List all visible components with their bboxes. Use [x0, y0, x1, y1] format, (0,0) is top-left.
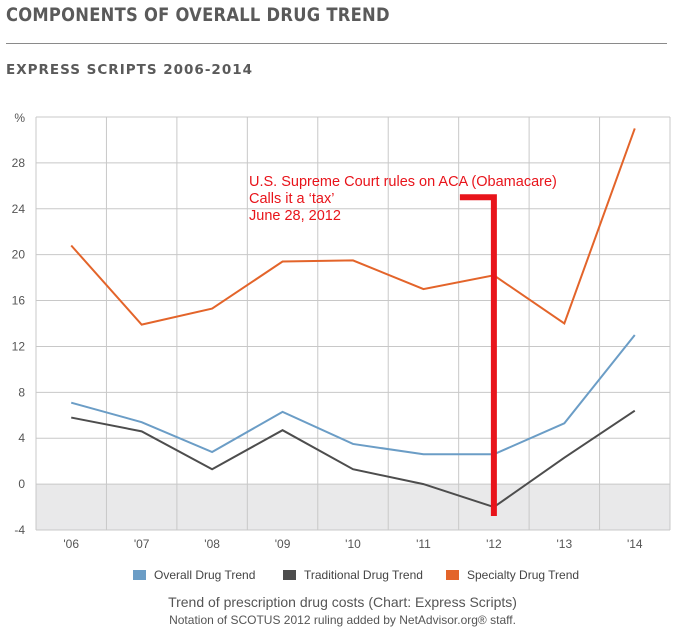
y-tick-label: 0	[18, 477, 25, 491]
legend-item-traditional: Traditional Drug Trend	[283, 568, 423, 582]
x-tick-label: '12	[486, 537, 502, 551]
annotation-text-line: Calls it a ‘tax’	[249, 191, 334, 207]
annotation-text-line: U.S. Supreme Court rules on ACA (Obamaca…	[249, 174, 557, 190]
x-tick-label: '07	[134, 537, 150, 551]
y-tick-label: -4	[14, 523, 25, 537]
series-line-2	[70, 128, 636, 326]
legend-label-specialty: Specialty Drug Trend	[467, 568, 580, 582]
y-tick-label: 12	[12, 339, 26, 353]
x-tick-label: '13	[557, 537, 573, 551]
negative-region	[36, 484, 670, 530]
chart-legend: Overall Drug Trend Traditional Drug Tren…	[0, 568, 685, 584]
x-tick-label: '10	[345, 537, 361, 551]
legend-swatch-overall	[133, 570, 146, 580]
legend-swatch-traditional	[283, 570, 296, 580]
y-tick-label: 16	[12, 294, 26, 308]
title-divider	[6, 43, 667, 44]
legend-label-overall: Overall Drug Trend	[154, 568, 256, 582]
chart-subtitle: EXPRESS SCRIPTS 2006-2014	[6, 62, 254, 78]
y-tick-label: 4	[18, 431, 25, 445]
figure-caption: Trend of prescription drug costs (Chart:…	[168, 594, 517, 610]
y-tick-label: 20	[12, 248, 26, 262]
y-tick-label: 28	[12, 156, 26, 170]
annotation-text-line: June 28, 2012	[249, 208, 341, 224]
y-tick-label: 8	[18, 385, 25, 399]
x-tick-label: '14	[627, 537, 643, 551]
figure-note: Notation of SCOTUS 2012 ruling added by …	[169, 613, 516, 627]
annotation-marker-line	[459, 194, 497, 516]
x-tick-label: '11	[416, 537, 431, 551]
legend-swatch-specialty	[446, 570, 459, 580]
x-tick-label: '08	[204, 537, 220, 551]
x-tick-label: '09	[275, 537, 291, 551]
chart-title: COMPONENTS OF OVERALL DRUG TREND	[6, 4, 390, 26]
y-axis-unit-label: %	[14, 111, 25, 125]
series-line-0	[70, 334, 636, 456]
legend-item-specialty: Specialty Drug Trend	[446, 568, 579, 582]
y-tick-label: 24	[12, 202, 26, 216]
legend-label-traditional: Traditional Drug Trend	[304, 568, 423, 582]
series-line-1	[71, 409, 636, 509]
legend-item-overall: Overall Drug Trend	[133, 568, 255, 582]
x-tick-label: '06	[63, 537, 79, 551]
